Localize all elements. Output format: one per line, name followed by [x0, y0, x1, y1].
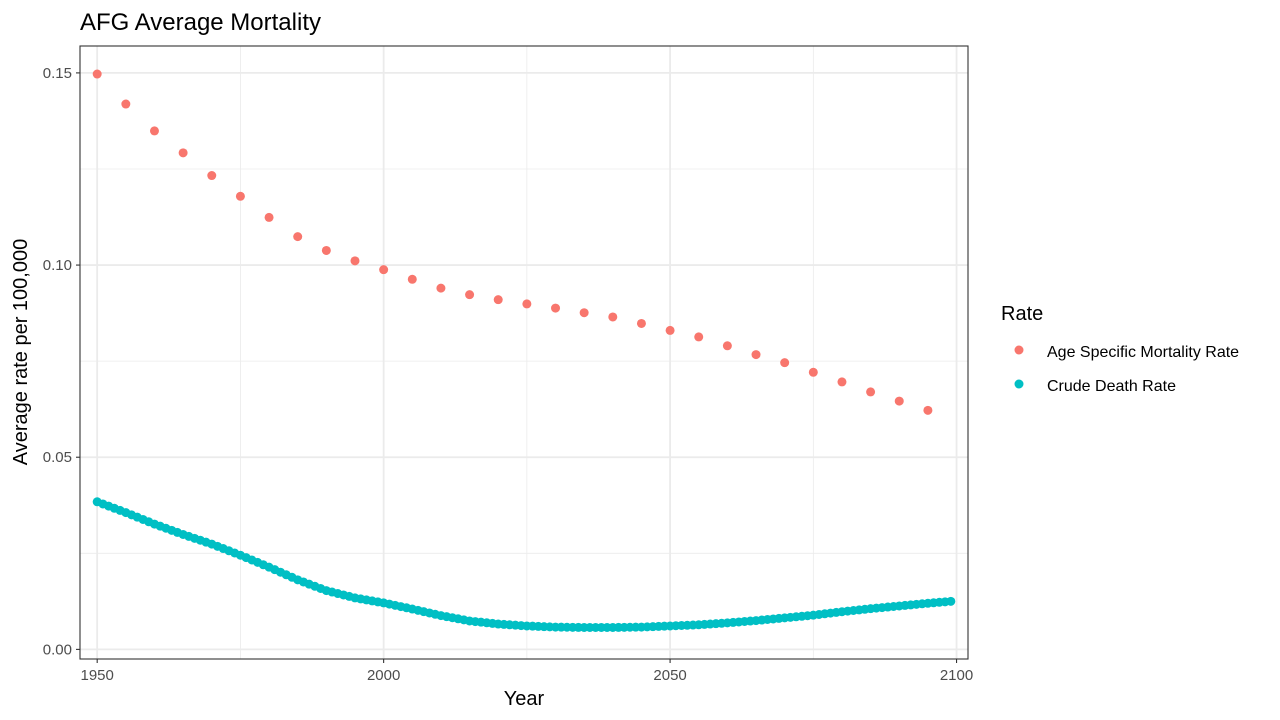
- y-tick-label: 0.10: [43, 257, 72, 274]
- asmr-point: [551, 303, 561, 313]
- x-tick-label: 1950: [80, 667, 113, 684]
- asmr-point: [407, 274, 417, 284]
- asmr-point: [264, 212, 274, 222]
- asmr-point: [522, 299, 532, 309]
- asmr-point: [321, 245, 331, 255]
- asmr-point: [579, 308, 589, 318]
- asmr-point: [379, 265, 389, 275]
- y-tick-label: 0.15: [43, 65, 72, 82]
- asmr-point: [293, 232, 303, 242]
- y-axis-title: Average rate per 100,000: [10, 239, 32, 465]
- asmr-point: [636, 318, 646, 328]
- major-gridlines: [80, 46, 968, 659]
- cdr-point: [946, 596, 956, 606]
- asmr-point: [350, 256, 360, 266]
- asmr-point: [694, 332, 704, 342]
- y-axis: 0.00 0.05 0.10 0.15: [43, 65, 80, 658]
- asmr-point: [207, 171, 217, 181]
- legend-title: Rate: [1001, 303, 1043, 325]
- asmr-point: [178, 148, 188, 158]
- asmr-point: [866, 387, 876, 397]
- asmr-point: [465, 290, 475, 300]
- legend-key-asmr: [1014, 345, 1024, 355]
- asmr-point: [665, 325, 675, 335]
- asmr-point: [92, 69, 102, 79]
- asmr-point: [780, 358, 790, 368]
- x-tick-label: 2000: [367, 667, 400, 684]
- x-axis-title: Year: [504, 688, 545, 710]
- asmr-point: [894, 396, 904, 406]
- x-tick-label: 2100: [940, 667, 973, 684]
- data-points: [92, 69, 956, 632]
- asmr-point: [493, 295, 503, 305]
- asmr-point: [808, 367, 818, 377]
- plot-border: [79, 45, 969, 660]
- asmr-point: [121, 99, 131, 109]
- asmr-point: [837, 377, 847, 387]
- asmr-point: [436, 283, 446, 293]
- legend-key-cdr: [1014, 379, 1024, 389]
- y-tick-label: 0.00: [43, 641, 72, 658]
- legend: Rate Age Specific Mortality Rate Crude D…: [1001, 303, 1239, 395]
- legend-label-cdr: Crude Death Rate: [1047, 378, 1176, 395]
- legend-label-asmr: Age Specific Mortality Rate: [1047, 344, 1239, 361]
- x-axis: 1950 2000 2050 2100: [80, 659, 973, 684]
- plot-panel: [80, 46, 968, 659]
- asmr-point: [608, 312, 618, 322]
- asmr-point: [751, 350, 761, 360]
- asmr-point: [923, 405, 933, 415]
- x-tick-label: 2050: [653, 667, 686, 684]
- asmr-point: [149, 126, 159, 136]
- asmr-point: [235, 191, 245, 201]
- chart-title: AFG Average Mortality: [80, 9, 321, 36]
- asmr-point: [722, 341, 732, 351]
- y-tick-label: 0.05: [43, 449, 72, 466]
